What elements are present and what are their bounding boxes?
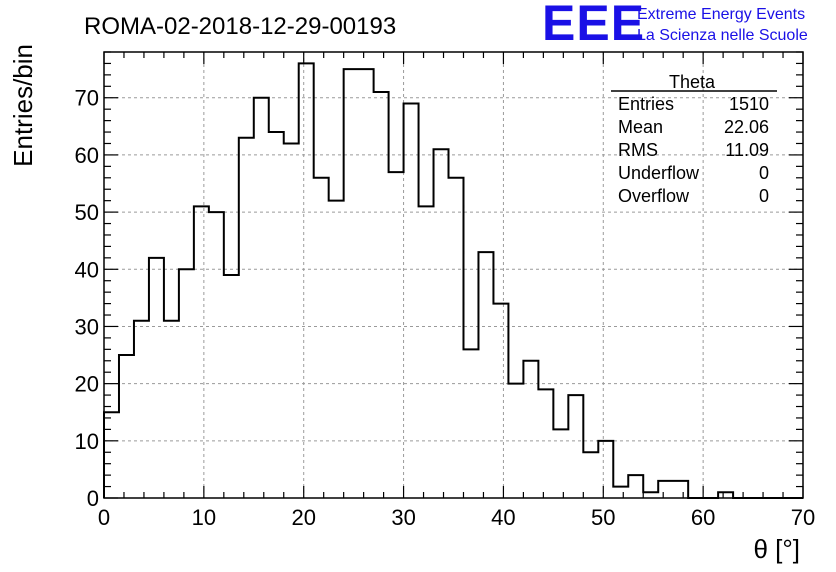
y-tick-label: 60 bbox=[75, 143, 99, 168]
stats-label: Underflow bbox=[618, 163, 700, 183]
logo-line-2: La Scienza nelle Scuole bbox=[637, 27, 808, 44]
grid bbox=[104, 52, 803, 498]
y-tick-label: 50 bbox=[75, 200, 99, 225]
tick-labels: 0 10 20 30 40 50 60 70 0 10 20 30 40 50 60 70 bbox=[75, 86, 816, 530]
axis-ticks bbox=[103, 51, 804, 499]
x-tick-label: 0 bbox=[98, 505, 110, 530]
stats-rows: Entries 1510 Mean 22.06 RMS 11.09 Underflow 0 Ov… bbox=[618, 94, 769, 206]
stats-value: 1510 bbox=[729, 94, 769, 114]
x-tick-label: 20 bbox=[291, 505, 315, 530]
y-tick-label: 40 bbox=[75, 257, 99, 282]
stats-label: Entries bbox=[618, 94, 674, 114]
stats-value: 11.09 bbox=[725, 140, 769, 160]
x-axis-title: θ [°] bbox=[753, 534, 800, 564]
chart-title: ROMA-02-2018-12-29-00193 bbox=[84, 13, 396, 40]
x-tick-label: 40 bbox=[491, 505, 515, 530]
y-tick-label: 0 bbox=[87, 486, 99, 511]
plot-frame bbox=[103, 51, 804, 499]
histogram-series bbox=[103, 62, 803, 499]
stats-label: Mean bbox=[618, 117, 663, 137]
logo-line-1: Extreme Energy Events bbox=[637, 6, 805, 23]
y-tick-label: 10 bbox=[75, 429, 99, 454]
x-tick-label: 30 bbox=[391, 505, 415, 530]
eee-logo: EEE Extreme Energy Events La Scienza nel… bbox=[542, 0, 808, 51]
stats-name: Theta bbox=[669, 72, 716, 92]
stats-value: 22.06 bbox=[724, 117, 769, 137]
x-tick-label: 10 bbox=[192, 505, 216, 530]
x-tick-label: 70 bbox=[791, 505, 815, 530]
stats-box: Theta Entries 1510 Mean 22.06 RMS 11.09 Underf… bbox=[611, 72, 777, 206]
stats-label: Overflow bbox=[618, 186, 690, 206]
stats-value: 0 bbox=[759, 186, 769, 206]
y-axis-title: Entries/bin bbox=[8, 44, 38, 167]
y-tick-label: 30 bbox=[75, 314, 99, 339]
stats-value: 0 bbox=[759, 163, 769, 183]
x-tick-label: 60 bbox=[691, 505, 715, 530]
y-tick-label: 20 bbox=[75, 372, 99, 397]
x-tick-label: 50 bbox=[591, 505, 615, 530]
y-tick-label: 70 bbox=[75, 86, 99, 111]
logo-mark: EEE bbox=[542, 0, 645, 51]
stats-label: RMS bbox=[618, 140, 658, 160]
